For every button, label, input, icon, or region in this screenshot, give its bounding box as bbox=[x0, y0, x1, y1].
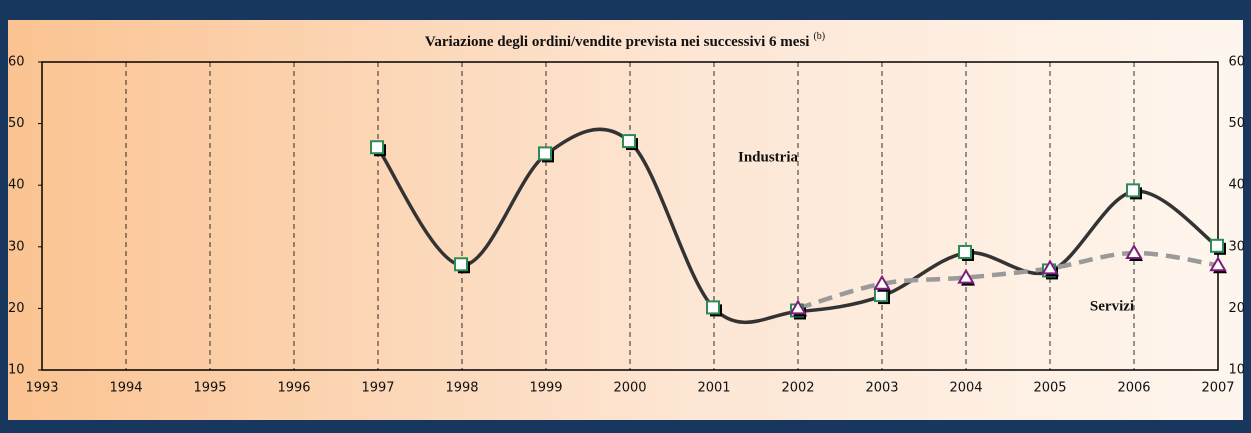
x-tick-label: 2006 bbox=[1117, 381, 1150, 396]
x-tick-label: 1995 bbox=[193, 381, 226, 396]
series-line bbox=[376, 127, 1220, 325]
x-tick-label: 1998 bbox=[445, 381, 478, 396]
y-tick-label: 50 bbox=[8, 116, 25, 131]
chart-title: Variazione degli ordini/vendite prevista… bbox=[425, 31, 825, 50]
title-text: Variazione degli ordini/vendite prevista… bbox=[425, 34, 810, 50]
series-label: Servizi bbox=[1090, 298, 1134, 314]
x-tick-label: 2007 bbox=[1201, 381, 1234, 396]
y2-tick-label: 20 bbox=[1228, 301, 1245, 316]
x-tick-label: 2004 bbox=[949, 381, 982, 396]
marker bbox=[370, 140, 384, 155]
chart-background bbox=[8, 20, 1243, 420]
series-line bbox=[797, 250, 1219, 311]
x-tick-label: 1993 bbox=[25, 381, 58, 396]
y-tick-label: 40 bbox=[8, 178, 25, 193]
x-tick-label: 2001 bbox=[697, 381, 730, 396]
marker bbox=[454, 257, 468, 272]
y-tick-label: 20 bbox=[8, 301, 25, 316]
x-tick-label: 2005 bbox=[1033, 381, 1066, 396]
x-tick-label: 2002 bbox=[781, 381, 814, 396]
marker bbox=[1125, 243, 1143, 259]
y-tick-label: 30 bbox=[8, 239, 25, 254]
x-tick-label: 2000 bbox=[613, 381, 646, 396]
marker bbox=[706, 300, 720, 315]
marker bbox=[1126, 183, 1140, 198]
y-tick-label: 60 bbox=[8, 55, 25, 70]
marker bbox=[958, 244, 972, 259]
marker bbox=[789, 299, 807, 315]
marker bbox=[957, 268, 975, 284]
x-tick-label: 1997 bbox=[361, 381, 394, 396]
y2-tick-label: 40 bbox=[1228, 178, 1245, 193]
marker bbox=[873, 274, 891, 290]
marker bbox=[622, 134, 636, 149]
y2-tick-label: 50 bbox=[1228, 116, 1245, 131]
marker bbox=[538, 146, 552, 161]
x-tick-label: 2003 bbox=[865, 381, 898, 396]
y2-tick-label: 60 bbox=[1228, 55, 1245, 70]
marker bbox=[1210, 238, 1224, 253]
x-tick-label: 1999 bbox=[529, 381, 562, 396]
y-tick-label: 10 bbox=[8, 363, 25, 378]
y2-tick-label: 10 bbox=[1228, 363, 1245, 378]
y2-tick-label: 30 bbox=[1228, 239, 1245, 254]
marker bbox=[1209, 256, 1227, 272]
series-label: Industria bbox=[738, 149, 799, 165]
marker bbox=[1041, 259, 1059, 275]
title-note: (b) bbox=[813, 31, 825, 42]
x-tick-label: 1994 bbox=[109, 381, 142, 396]
x-tick-label: 1996 bbox=[277, 381, 310, 396]
